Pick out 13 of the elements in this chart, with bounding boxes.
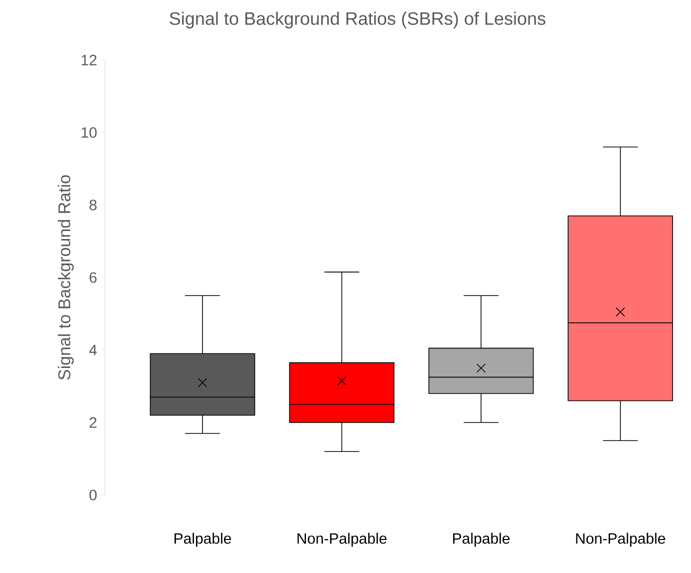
y-tick-label: 8 <box>90 200 97 210</box>
y-tick-label: 4 <box>89 344 97 356</box>
y-tick-label: 6 <box>90 272 97 283</box>
x-tick-label: Non-Palpable <box>298 532 387 547</box>
chart-title: Signal to Background Ratios (SBRs) of Lesions <box>170 12 546 28</box>
x-tick-label: Palpable <box>174 532 232 547</box>
y-tick-label: 12 <box>82 54 96 66</box>
x-tick-label: Non-Palpable <box>576 532 666 547</box>
y-axis-title: Signal to Background Ratio <box>58 175 74 380</box>
y-tick-label: 2 <box>90 417 96 428</box>
x-tick-label: Palpable <box>453 532 510 547</box>
y-tick-label: 0 <box>89 490 97 500</box>
y-tick-label: 10 <box>82 127 97 138</box>
